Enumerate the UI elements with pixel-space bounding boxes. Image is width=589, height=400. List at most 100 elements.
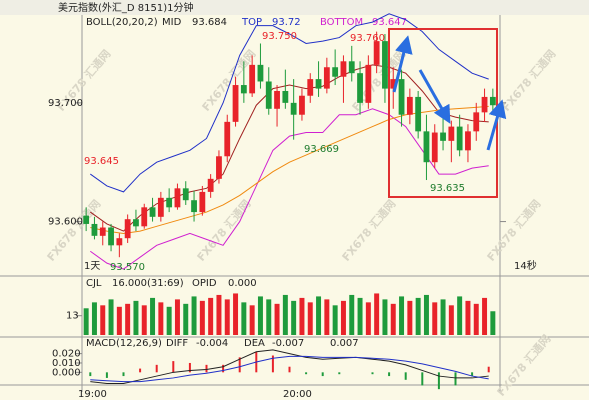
- arrow: [418, 69, 451, 124]
- candle-body: [249, 64, 256, 94]
- mid-label: MID: [162, 17, 182, 28]
- annotation: 1天: [84, 261, 100, 272]
- volume-bar: [133, 300, 139, 335]
- candle-body: [315, 79, 322, 89]
- y-tick-label: 93.600: [48, 217, 83, 228]
- dea-value: -0.007: [272, 338, 304, 349]
- volume-bar: [349, 294, 355, 335]
- volume-bar: [266, 299, 272, 335]
- volume-bar: [423, 294, 429, 335]
- volume-label: CJL: [86, 278, 102, 289]
- volume-bar: [257, 296, 263, 335]
- dea-label: DEA: [244, 338, 265, 349]
- header-bar: [0, 0, 589, 15]
- volume-bar: [191, 296, 197, 335]
- arrow: [486, 99, 507, 151]
- volume-bar: [440, 299, 446, 335]
- macd-value: 0.007: [330, 338, 359, 349]
- bottom-value: 93.647: [372, 17, 407, 28]
- indicator-line: [90, 13, 489, 193]
- arrows: [392, 35, 507, 151]
- volume-bar: [448, 305, 454, 335]
- volume-bar: [291, 300, 297, 335]
- annotation: 93.570: [110, 262, 145, 273]
- volume-value: 16.000(31:69): [112, 278, 184, 289]
- diff-value: -0.004: [196, 338, 228, 349]
- candle-body: [108, 227, 114, 246]
- volume-bar: [125, 303, 131, 335]
- candle-body: [473, 112, 480, 132]
- candle-body: [489, 96, 496, 106]
- volume-bar: [183, 303, 189, 335]
- indicator-line: [90, 105, 489, 234]
- macd-label: MACD(12,26,9): [86, 338, 162, 349]
- volume-bar: [457, 296, 463, 335]
- candle-body: [224, 121, 231, 157]
- volume-bar: [150, 297, 156, 335]
- volume-bar: [299, 297, 305, 335]
- volume-bar: [108, 299, 114, 335]
- arrow: [392, 35, 413, 93]
- candle-body: [274, 90, 280, 109]
- dea-line: [90, 355, 489, 383]
- candle-body: [390, 79, 397, 89]
- y-tick-label: 13: [66, 311, 79, 322]
- candle-body: [166, 197, 173, 208]
- candle-body: [191, 200, 197, 213]
- candle-body: [207, 178, 214, 192]
- volume-bar: [390, 303, 396, 335]
- volume-legend: CJL 16.000(31:69) OPID 0.000: [86, 278, 257, 289]
- annotation: 93.669: [304, 144, 339, 155]
- candle-body: [124, 219, 131, 239]
- candle-body: [365, 64, 372, 103]
- candle-body: [199, 191, 206, 213]
- candle-body: [448, 126, 455, 141]
- volume-bar: [415, 297, 421, 335]
- candle-body: [465, 131, 471, 151]
- candle-body: [357, 73, 363, 103]
- y-tick-label: 93.700: [48, 98, 83, 109]
- candle-body: [323, 67, 330, 89]
- volume-bar: [249, 305, 255, 335]
- candle-body: [299, 95, 305, 115]
- annotation: 14秒: [514, 259, 537, 272]
- candle-body: [91, 223, 98, 236]
- candle-body: [282, 90, 289, 103]
- volume-bar: [100, 305, 106, 335]
- volume-bar: [274, 303, 280, 335]
- candle-body: [141, 207, 148, 227]
- candle-body: [431, 132, 438, 163]
- candle-body: [182, 188, 189, 201]
- y-tick-label: 0.010: [52, 358, 81, 369]
- candle-body: [456, 126, 463, 151]
- candle-body: [440, 132, 446, 141]
- volume-bar: [357, 297, 363, 335]
- candle-body: [99, 227, 106, 236]
- candle-body: [481, 96, 488, 113]
- candle-body: [265, 81, 272, 109]
- volume-bar: [224, 299, 230, 335]
- diff-line: [90, 349, 489, 385]
- candle-body: [373, 41, 380, 65]
- macd-legend: MACD(12,26,9) DIFF -0.004 DEA -0.007 0.0…: [86, 338, 359, 349]
- volume-bar: [208, 297, 214, 335]
- candle-body: [423, 131, 430, 163]
- annotation: 93.635: [430, 183, 465, 194]
- candle-body: [257, 64, 264, 82]
- volume-bar: [158, 302, 164, 335]
- candle-body: [157, 197, 164, 217]
- candle-body: [307, 79, 314, 96]
- annotation: 93.750: [262, 31, 297, 42]
- volume-bar: [233, 293, 239, 335]
- volume-bar: [174, 299, 180, 335]
- candle-body: [406, 96, 413, 115]
- volume-bar: [241, 302, 247, 335]
- candle-body: [216, 156, 222, 179]
- volume-bar: [332, 305, 338, 335]
- candle-body: [83, 215, 90, 224]
- y-tick-label: 0.000: [52, 367, 81, 378]
- candle-body: [133, 219, 139, 227]
- annotation: 93.760: [350, 33, 385, 44]
- volume-bar: [83, 308, 89, 335]
